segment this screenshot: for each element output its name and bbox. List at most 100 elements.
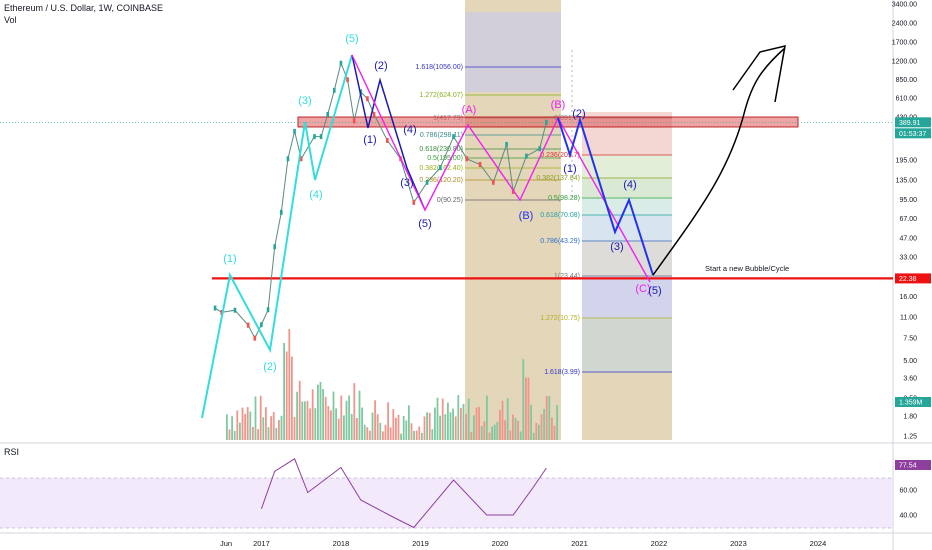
time-tick-7: 2023 (730, 539, 747, 548)
rsi-tick-0: 60.00 (899, 488, 917, 495)
volume-bar (535, 422, 538, 440)
fib-projection-label-7: 1.272(10.75) (540, 315, 580, 322)
volume-bar (415, 430, 418, 440)
fib-projection-label-6: 1(23.44) (554, 273, 580, 280)
volume-bar (239, 422, 241, 440)
time-tick-4: 2020 (492, 539, 509, 548)
price-tick-2: 1700.00 (892, 39, 917, 46)
magenta-wave-label-0: (A) (462, 104, 477, 116)
price-candle (452, 134, 455, 140)
price-tick-7: 195.00 (896, 158, 918, 165)
volume-bar (291, 356, 293, 440)
blue-b-label: (B) (519, 210, 534, 222)
price-tick-17: 5.00 (903, 358, 917, 365)
volume-bar (402, 415, 405, 440)
time-tick-0: Jun (220, 539, 232, 548)
volume-bar (457, 395, 460, 440)
price-tick-10: 67.00 (899, 216, 917, 223)
fib-upper-label-4: 0.618(230.80) (419, 146, 463, 153)
volume-bar (254, 396, 257, 440)
volume-bar (298, 380, 301, 440)
volume-bar (335, 408, 337, 440)
price-tick-8: 135.00 (896, 178, 918, 185)
volume-bar (426, 412, 428, 440)
volume-bar (452, 408, 454, 440)
volume-bar (322, 389, 324, 440)
price-tick-12: 33.00 (899, 255, 917, 262)
price-tick-20: 1.80 (903, 414, 917, 421)
price-candle (352, 118, 356, 124)
navy-wave-line (351, 54, 426, 211)
volume-bar (382, 431, 384, 440)
volume-bar (545, 396, 548, 440)
price-candle (319, 134, 323, 140)
volume-bar (522, 359, 525, 440)
price-candle (492, 179, 495, 185)
volume-bar (538, 424, 540, 440)
volume-bar (376, 414, 379, 440)
volume-bar (330, 410, 332, 440)
volume-bar (434, 407, 436, 440)
volume-bar (288, 329, 291, 440)
price-tick-14: 16.00 (899, 294, 917, 301)
volume-bar (449, 412, 452, 440)
volume-bar (249, 411, 252, 440)
price-candle (333, 87, 336, 93)
time-tick-5: 2021 (571, 539, 588, 548)
fib-upper-label-5: 0.5(195.00) (427, 155, 463, 162)
volume-bar (283, 342, 285, 440)
price-candle (346, 77, 349, 83)
price-candle (478, 162, 482, 168)
price-tick-18: 3.60 (903, 376, 917, 383)
volume-bar (306, 400, 309, 440)
volume-bar (410, 423, 413, 440)
volume-bar (408, 405, 410, 440)
volume-bar (473, 415, 475, 440)
projection-band-5 (582, 240, 672, 275)
projection-wave-label-4: (5) (648, 285, 661, 297)
volume-bar (285, 351, 288, 440)
fib-projection-label-3: 0.5(98.28) (548, 195, 580, 202)
volume-bar (506, 398, 509, 440)
navy-wave-label-4: (5) (418, 218, 431, 230)
volume-bar (444, 414, 447, 440)
volume-bar (465, 413, 467, 440)
volume-bar (488, 432, 491, 440)
price-tick-11: 47.00 (899, 235, 917, 242)
price-tick-0: 3400.00 (892, 2, 917, 9)
price-candle (366, 96, 369, 102)
fib-projection-label-2: 0.382(137.84) (536, 175, 580, 182)
volume-bar (480, 425, 483, 440)
rsi-tag-label: 77.54 (899, 463, 917, 470)
volume-bar (241, 407, 244, 440)
volume-bar (340, 395, 343, 440)
volume-bar (387, 402, 389, 440)
volume-bar (517, 420, 519, 440)
price-candle (412, 199, 416, 205)
volume-bar (348, 395, 350, 440)
volume-bar (327, 406, 330, 440)
price-candle (439, 165, 442, 171)
volume-bar (439, 415, 441, 440)
price-tag-label-0: 389.91 (899, 120, 921, 127)
price-candle (266, 307, 270, 313)
volume-bar (358, 390, 361, 440)
price-candle (372, 111, 376, 117)
cyan-wave-label-1: (2) (263, 361, 276, 373)
volume-bar (311, 389, 314, 440)
volume-bar (265, 407, 267, 440)
volume-bar (405, 420, 408, 440)
volume-bar (345, 400, 348, 440)
volume-bar (418, 426, 421, 440)
volume-bar (551, 417, 553, 440)
price-candle (233, 307, 237, 313)
price-candle (538, 146, 541, 152)
volume-bar (478, 406, 480, 440)
price-candle (425, 179, 429, 185)
fib-upper-label-7: 0.236(120.20) (419, 177, 463, 184)
price-candle (505, 141, 508, 147)
fib-upper-label-3: 0.786(298.11) (420, 132, 463, 139)
volume-bar (532, 432, 535, 440)
navy-wave-label-2: (3) (400, 177, 413, 189)
